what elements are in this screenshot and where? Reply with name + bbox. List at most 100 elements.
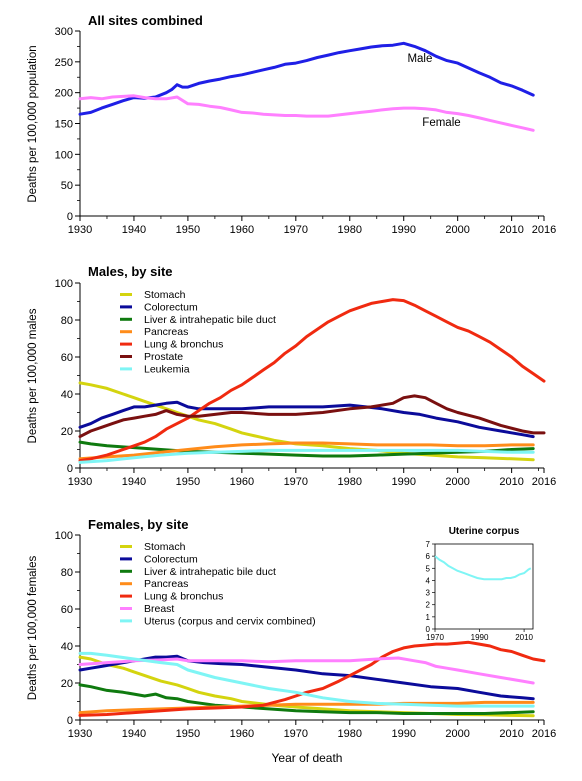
y-tick-label: 100 [55, 530, 73, 542]
inset-y-tick-label: 6 [426, 552, 431, 561]
panel-title: Males, by site [88, 264, 173, 279]
x-tick-label: 1950 [176, 476, 200, 488]
y-tick-label: 50 [61, 180, 73, 192]
x-tick-label: 1980 [338, 476, 362, 488]
x-axis-title: Year of death [272, 751, 343, 765]
x-tick-label: 2010 [499, 728, 523, 740]
inset-y-tick-label: 7 [426, 540, 431, 549]
series-line-male [78, 41, 535, 116]
legend-label: Liver & intrahepatic bile duct [144, 566, 276, 578]
series-label: Male [407, 53, 432, 65]
x-tick-label: 1990 [391, 728, 415, 740]
inset-y-tick-label: 0 [426, 625, 431, 634]
y-tick-label: 80 [61, 315, 73, 327]
x-tick-label: 2000 [445, 224, 469, 236]
y-tick-label: 0 [67, 715, 73, 727]
x-tick-label: 1970 [284, 224, 308, 236]
legend-label: Liver & intrahepatic bile duct [144, 314, 276, 326]
legend-label: Colorectum [144, 301, 198, 313]
legend-label: Pancreas [144, 578, 188, 590]
x-tick-label: 1940 [122, 224, 146, 236]
legend-label: Breast [144, 603, 174, 615]
inset-y-tick-label: 2 [426, 601, 431, 610]
series-line-pancreas [78, 441, 535, 461]
inset-y-tick-label: 4 [426, 576, 431, 585]
x-tick-label: 2000 [445, 728, 469, 740]
panel-title: All sites combined [88, 13, 203, 28]
series-line-lung-bronchus [78, 298, 546, 463]
y-tick-label: 60 [61, 604, 73, 616]
x-tick-label: 1990 [391, 224, 415, 236]
y-axis-label: Deaths per 100,000 females [27, 556, 39, 701]
x-tick-label: 1940 [122, 476, 146, 488]
y-tick-label: 100 [55, 278, 73, 290]
panel-males-by-site: Males, by site Deaths per 100,000 males 0 2… [27, 264, 556, 488]
panel-females-by-site: Females, by site Deaths per 100,000 femal… [27, 517, 556, 740]
x-tick-label: 1990 [391, 476, 415, 488]
y-tick-label: 80 [61, 567, 73, 579]
x-tick-label: 2000 [445, 476, 469, 488]
y-tick-label: 100 [55, 149, 73, 161]
legend-label: Prostate [144, 351, 183, 363]
x-tick-label: 1950 [176, 224, 200, 236]
legend-label: Leukemia [144, 363, 190, 375]
x-tick-label: 2016 [532, 728, 556, 740]
series-line-prostate [78, 394, 546, 439]
series-line-liver-intrahepatic-bile-duct [78, 440, 535, 458]
series-line-breast [78, 656, 535, 685]
inset-y-tick-label: 5 [426, 564, 431, 573]
y-tick-label: 40 [61, 641, 73, 653]
x-tick-label: 1950 [176, 728, 200, 740]
x-tick-label: 2010 [499, 224, 523, 236]
series-line-leukemia [78, 448, 535, 464]
inset-title: Uterine corpus [449, 526, 520, 537]
legend-label: Colorectum [144, 553, 198, 565]
x-tick-label: 1930 [68, 224, 92, 236]
legend-label: Pancreas [144, 326, 188, 338]
inset-y-tick-label: 3 [426, 589, 431, 598]
x-tick-label: 1980 [338, 224, 362, 236]
series-line-pancreas [78, 700, 535, 715]
x-tick-label: 2016 [532, 476, 556, 488]
y-tick-label: 300 [55, 26, 73, 38]
legend-label: Stomach [144, 289, 186, 301]
x-tick-label: 1960 [230, 224, 254, 236]
panel-title: Females, by site [88, 517, 188, 532]
x-tick-label: 1930 [68, 476, 92, 488]
series-line-uterus-corpus-and-cervix-combined [78, 651, 535, 708]
inset-y-tick-label: 1 [426, 613, 431, 622]
inset-uterine-corpus: Uterine corpus 0 1 2 3 4 5 6 7 1970 1990 2010 [426, 526, 534, 642]
x-tick-label: 1970 [284, 476, 308, 488]
inset-x-tick-label: 1970 [426, 633, 444, 642]
series-label: Female [422, 117, 460, 129]
y-tick-label: 0 [67, 211, 73, 223]
y-axis-label: Deaths per 100,000 males [27, 308, 39, 443]
series-line-colorectum [78, 400, 535, 439]
y-tick-label: 250 [55, 57, 73, 69]
inset-frame [434, 543, 534, 630]
y-tick-label: 40 [61, 389, 73, 401]
y-tick-label: 60 [61, 352, 73, 364]
y-tick-label: 20 [61, 678, 73, 690]
inset-series-line [434, 555, 532, 581]
y-tick-label: 200 [55, 88, 73, 100]
x-tick-label: 1930 [68, 728, 92, 740]
x-tick-label: 2010 [499, 476, 523, 488]
y-axis-label: Deaths per 100,000 population [27, 45, 39, 202]
inset-x-tick-label: 2010 [515, 633, 533, 642]
x-tick-label: 1970 [284, 728, 308, 740]
x-tick-label: 2016 [532, 224, 556, 236]
x-tick-label: 1940 [122, 728, 146, 740]
inset-x-tick-label: 1990 [471, 633, 489, 642]
series-line-lung-bronchus [78, 640, 546, 717]
y-tick-label: 20 [61, 426, 73, 438]
x-tick-label: 1960 [230, 476, 254, 488]
legend-label: Lung & bronchus [144, 339, 223, 351]
x-tick-label: 1960 [230, 728, 254, 740]
series-line-stomach [78, 381, 535, 462]
x-tick-label: 1980 [338, 728, 362, 740]
y-tick-label: 150 [55, 119, 73, 131]
legend-label: Uterus (corpus and cervix combined) [144, 615, 316, 627]
series-line-female [78, 94, 535, 132]
